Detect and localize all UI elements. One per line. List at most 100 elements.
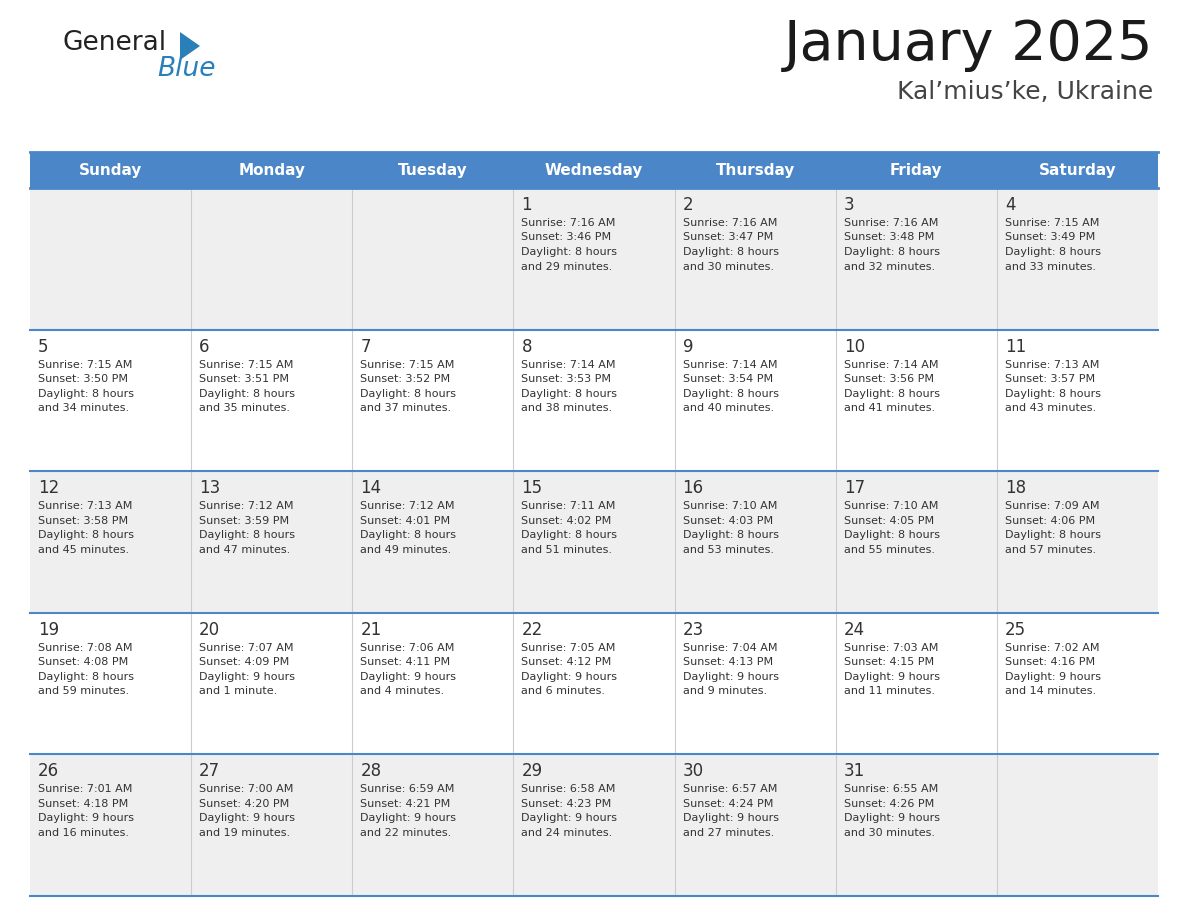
Text: Sunset: 4:16 PM: Sunset: 4:16 PM [1005,657,1095,667]
Text: Sunrise: 7:09 AM: Sunrise: 7:09 AM [1005,501,1099,511]
Text: 12: 12 [38,479,59,498]
Text: Sunrise: 7:11 AM: Sunrise: 7:11 AM [522,501,615,511]
Text: 16: 16 [683,479,703,498]
Text: and 22 minutes.: and 22 minutes. [360,828,451,838]
Text: and 43 minutes.: and 43 minutes. [1005,403,1097,413]
Text: Sunrise: 6:58 AM: Sunrise: 6:58 AM [522,784,615,794]
Text: Sunrise: 7:15 AM: Sunrise: 7:15 AM [38,360,132,370]
Text: Daylight: 8 hours: Daylight: 8 hours [522,247,618,257]
Text: Sunrise: 7:15 AM: Sunrise: 7:15 AM [200,360,293,370]
Text: 24: 24 [843,621,865,639]
Text: Daylight: 8 hours: Daylight: 8 hours [1005,531,1101,540]
Text: and 45 minutes.: and 45 minutes. [38,544,129,554]
Bar [30,152,1158,188]
Text: Daylight: 8 hours: Daylight: 8 hours [38,531,134,540]
Text: Sunrise: 7:15 AM: Sunrise: 7:15 AM [1005,218,1099,228]
Text: Sunset: 3:46 PM: Sunset: 3:46 PM [522,232,612,242]
Text: Daylight: 8 hours: Daylight: 8 hours [38,672,134,682]
Text: Thursday: Thursday [715,162,795,177]
Text: Sunrise: 7:10 AM: Sunrise: 7:10 AM [843,501,939,511]
Text: and 35 minutes.: and 35 minutes. [200,403,290,413]
Text: Daylight: 9 hours: Daylight: 9 hours [683,813,778,823]
Text: Sunset: 4:13 PM: Sunset: 4:13 PM [683,657,772,667]
Text: 4: 4 [1005,196,1016,214]
Text: Daylight: 8 hours: Daylight: 8 hours [200,388,295,398]
Text: Saturday: Saturday [1038,162,1117,177]
Text: Sunrise: 7:05 AM: Sunrise: 7:05 AM [522,643,615,653]
Text: Sunrise: 7:00 AM: Sunrise: 7:00 AM [200,784,293,794]
Text: Daylight: 9 hours: Daylight: 9 hours [843,813,940,823]
Text: Sunset: 4:26 PM: Sunset: 4:26 PM [843,799,934,809]
Text: Sunrise: 7:03 AM: Sunrise: 7:03 AM [843,643,939,653]
Text: Sunset: 3:48 PM: Sunset: 3:48 PM [843,232,934,242]
Text: and 29 minutes.: and 29 minutes. [522,262,613,272]
Text: Daylight: 8 hours: Daylight: 8 hours [1005,247,1101,257]
Text: Sunset: 4:06 PM: Sunset: 4:06 PM [1005,516,1095,526]
Text: Sunset: 3:52 PM: Sunset: 3:52 PM [360,375,450,384]
Text: 9: 9 [683,338,693,355]
Text: Sunset: 3:58 PM: Sunset: 3:58 PM [38,516,128,526]
Text: Sunrise: 6:59 AM: Sunrise: 6:59 AM [360,784,455,794]
Text: and 24 minutes.: and 24 minutes. [522,828,613,838]
Text: Daylight: 9 hours: Daylight: 9 hours [200,813,295,823]
Text: Daylight: 8 hours: Daylight: 8 hours [843,247,940,257]
Text: 28: 28 [360,763,381,780]
Text: Sunrise: 7:07 AM: Sunrise: 7:07 AM [200,643,293,653]
Text: and 38 minutes.: and 38 minutes. [522,403,613,413]
Text: Sunrise: 7:10 AM: Sunrise: 7:10 AM [683,501,777,511]
Text: and 6 minutes.: and 6 minutes. [522,687,606,696]
Text: Daylight: 8 hours: Daylight: 8 hours [683,531,778,540]
Text: 8: 8 [522,338,532,355]
Text: and 1 minute.: and 1 minute. [200,687,277,696]
Text: and 27 minutes.: and 27 minutes. [683,828,773,838]
Text: Friday: Friday [890,162,942,177]
Text: Daylight: 9 hours: Daylight: 9 hours [200,672,295,682]
Text: and 33 minutes.: and 33 minutes. [1005,262,1095,272]
Text: Daylight: 8 hours: Daylight: 8 hours [683,247,778,257]
Text: Sunset: 3:57 PM: Sunset: 3:57 PM [1005,375,1095,384]
Text: Sunset: 3:50 PM: Sunset: 3:50 PM [38,375,128,384]
Polygon shape [181,32,200,60]
Text: 10: 10 [843,338,865,355]
Bar [30,188,1158,330]
Text: Daylight: 9 hours: Daylight: 9 hours [38,813,134,823]
Text: Sunrise: 6:55 AM: Sunrise: 6:55 AM [843,784,939,794]
Text: Sunrise: 7:12 AM: Sunrise: 7:12 AM [200,501,293,511]
Text: Daylight: 9 hours: Daylight: 9 hours [1005,672,1101,682]
Text: 20: 20 [200,621,220,639]
Text: 25: 25 [1005,621,1026,639]
Text: Daylight: 8 hours: Daylight: 8 hours [522,388,618,398]
Text: 15: 15 [522,479,543,498]
Text: Sunrise: 7:08 AM: Sunrise: 7:08 AM [38,643,133,653]
Text: General: General [62,30,166,56]
Text: Sunset: 4:08 PM: Sunset: 4:08 PM [38,657,128,667]
Text: Sunset: 4:09 PM: Sunset: 4:09 PM [200,657,290,667]
Text: Sunset: 4:18 PM: Sunset: 4:18 PM [38,799,128,809]
Text: Daylight: 8 hours: Daylight: 8 hours [843,388,940,398]
Text: and 11 minutes.: and 11 minutes. [843,687,935,696]
Text: Daylight: 9 hours: Daylight: 9 hours [683,672,778,682]
Text: 14: 14 [360,479,381,498]
Text: 7: 7 [360,338,371,355]
Text: 30: 30 [683,763,703,780]
Text: Daylight: 8 hours: Daylight: 8 hours [360,531,456,540]
Text: Daylight: 8 hours: Daylight: 8 hours [360,388,456,398]
Text: Wednesday: Wednesday [545,162,643,177]
Text: 27: 27 [200,763,220,780]
Text: Sunrise: 7:12 AM: Sunrise: 7:12 AM [360,501,455,511]
Bar [30,755,1158,896]
Text: 21: 21 [360,621,381,639]
Text: Blue: Blue [157,56,215,82]
Text: and 34 minutes.: and 34 minutes. [38,403,129,413]
Text: Tuesday: Tuesday [398,162,468,177]
Text: and 30 minutes.: and 30 minutes. [683,262,773,272]
Text: Sunrise: 7:01 AM: Sunrise: 7:01 AM [38,784,132,794]
Text: Sunset: 4:01 PM: Sunset: 4:01 PM [360,516,450,526]
Text: and 59 minutes.: and 59 minutes. [38,687,129,696]
Text: Sunset: 3:51 PM: Sunset: 3:51 PM [200,375,289,384]
Text: Sunrise: 7:13 AM: Sunrise: 7:13 AM [38,501,132,511]
Bar [30,613,1158,755]
Text: January 2025: January 2025 [784,18,1154,72]
Text: Daylight: 9 hours: Daylight: 9 hours [360,813,456,823]
Text: 17: 17 [843,479,865,498]
